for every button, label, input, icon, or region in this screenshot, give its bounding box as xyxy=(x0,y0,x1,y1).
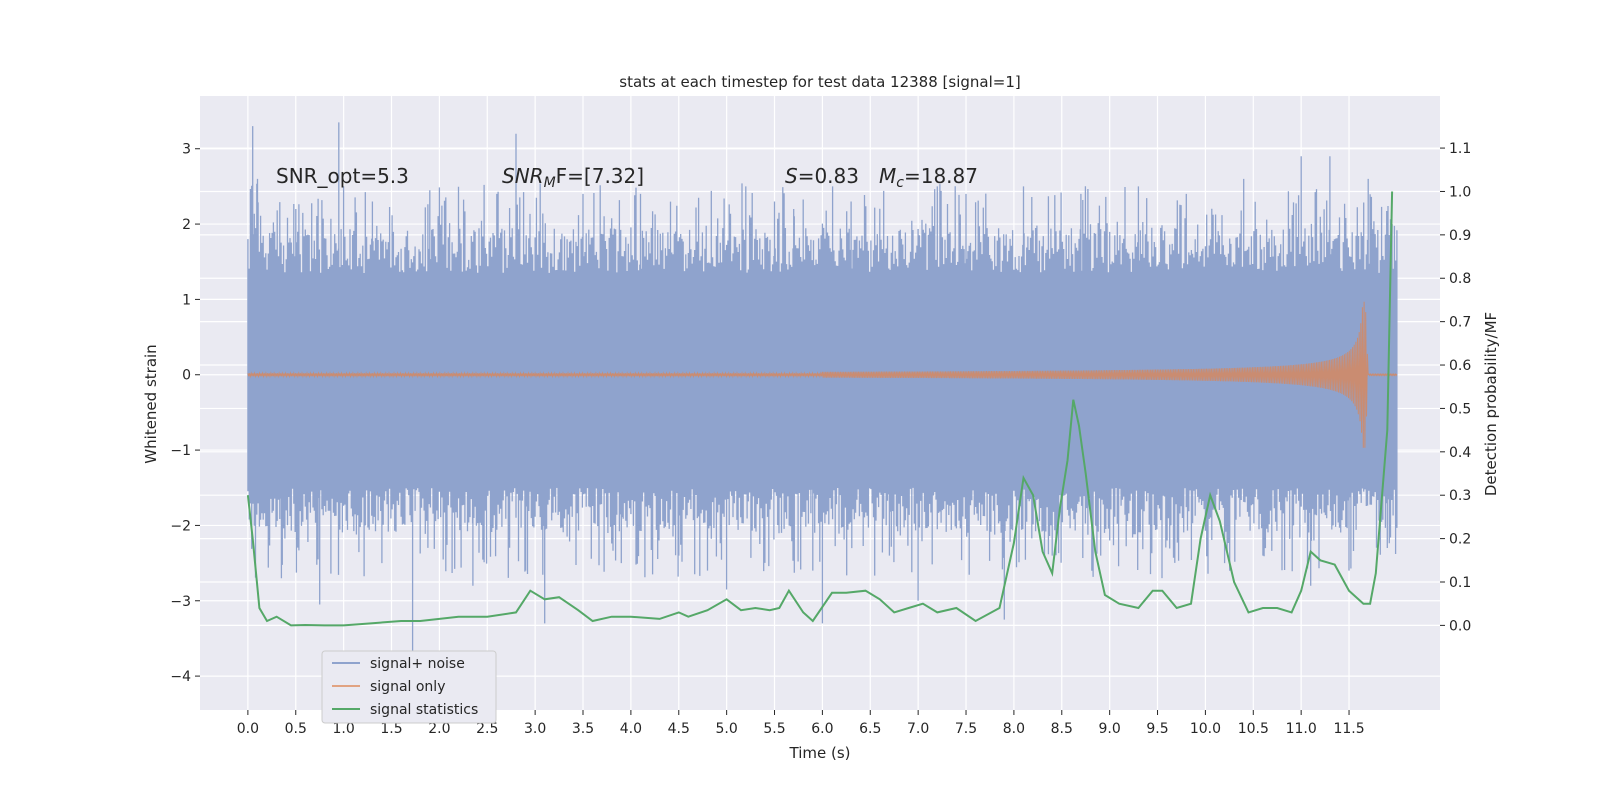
annotation-mc-symbol: M xyxy=(879,164,896,188)
annotation-snr-mf-prefix: SNR xyxy=(502,164,544,188)
x-tick-label: 5.0 xyxy=(716,721,738,737)
x-tick-label: 7.0 xyxy=(907,721,929,737)
annotation-snr-opt: SNR_opt=5.3 xyxy=(276,164,409,188)
annotation-snr-mf: SNRMF=[7.32] xyxy=(502,164,644,191)
axis-ticks: 0.0 0.5 1.0 1.5 2.0 2.5 3.0 3.5 4.0 4.5 5.0 5.5 6.0 6… xyxy=(170,141,1471,737)
annotation-s-value: =0.83 xyxy=(798,164,859,188)
x-tick-label: 9.5 xyxy=(1146,721,1168,737)
annotation-mc: Mc=18.87 xyxy=(879,164,978,191)
y-left-tick-label: 3 xyxy=(182,142,191,158)
x-tick-label: 0.5 xyxy=(285,721,307,737)
x-tick-label: 9.0 xyxy=(1099,721,1121,737)
x-tick-label: 0.0 xyxy=(237,721,259,737)
annotations: SNR_opt=5.3 SNRMF=[7.32] S=0.83 Mc=18.87 xyxy=(276,164,978,191)
signal-trace xyxy=(247,301,1398,448)
legend-label-signal-noise: signal+ noise xyxy=(370,656,465,672)
x-tick-label: 7.5 xyxy=(955,721,977,737)
y-right-tick-label: 1.0 xyxy=(1449,184,1471,200)
y-left-tick-label: −4 xyxy=(170,669,191,685)
series-signal-only xyxy=(247,301,1398,448)
legend-label-signal-statistics: signal statistics xyxy=(370,702,478,718)
x-tick-label: 2.5 xyxy=(476,721,498,737)
x-tick-label: 1.5 xyxy=(380,721,402,737)
x-tick-label: 4.0 xyxy=(620,721,642,737)
annotation-mc-sub: c xyxy=(896,175,904,191)
y-left-tick-label: −3 xyxy=(170,594,191,610)
x-tick-label: 8.0 xyxy=(1003,721,1025,737)
statistics-line xyxy=(246,191,1394,627)
x-tick-label: 1.0 xyxy=(332,721,354,737)
legend-box xyxy=(321,650,497,724)
x-tick-label: 3.5 xyxy=(572,721,594,737)
y-right-tick-label: 0.3 xyxy=(1449,488,1471,504)
y-axis-label-right: Detection probability/MF xyxy=(1482,312,1500,496)
x-tick-label: 2.0 xyxy=(428,721,450,737)
series-signal-statistics xyxy=(246,191,1394,627)
x-tick-label: 6.0 xyxy=(811,721,833,737)
y-right-tick-label: 0.6 xyxy=(1449,358,1471,374)
y-left-tick-label: 0 xyxy=(182,368,191,384)
y-right-tick-label: 0.8 xyxy=(1449,271,1471,287)
annotation-s-symbol: S xyxy=(785,164,798,188)
legend-label-signal-only: signal only xyxy=(370,679,445,695)
y-left-tick-label: 1 xyxy=(182,292,191,308)
y-right-tick-label: 0.5 xyxy=(1449,401,1471,417)
x-tick-label: 10.5 xyxy=(1238,721,1269,737)
x-tick-label: 11.5 xyxy=(1333,721,1364,737)
x-tick-label: 11.0 xyxy=(1286,721,1317,737)
legend: signal+ noise signal only signal statist… xyxy=(321,650,497,724)
x-tick-label: 8.5 xyxy=(1051,721,1073,737)
annotation-snr-mf-sub: M xyxy=(544,175,556,191)
x-tick-label: 6.5 xyxy=(859,721,881,737)
y-right-tick-label: 0.7 xyxy=(1449,315,1471,331)
x-tick-label: 3.0 xyxy=(524,721,546,737)
x-axis-label: Time (s) xyxy=(789,744,851,762)
annotation-snr-mf-value: F=[7.32] xyxy=(556,164,644,188)
chart-title: stats at each timestep for test data 123… xyxy=(619,73,1020,91)
y-right-tick-label: 0.9 xyxy=(1449,228,1471,244)
y-axis-label-left: Whitened strain xyxy=(142,344,160,463)
x-tick-label: 4.5 xyxy=(668,721,690,737)
y-left-tick-label: −1 xyxy=(170,443,191,459)
y-right-tick-label: 0.4 xyxy=(1449,445,1471,461)
annotation-mc-value: =18.87 xyxy=(904,164,978,188)
y-left-tick-label: −2 xyxy=(170,518,191,534)
annotation-s: S=0.83 xyxy=(785,164,859,188)
y-right-tick-label: 0.2 xyxy=(1449,532,1471,548)
y-right-tick-label: 1.1 xyxy=(1449,141,1471,157)
x-tick-label: 10.0 xyxy=(1190,721,1221,737)
y-right-tick-label: 0.1 xyxy=(1449,575,1471,591)
x-tick-label: 5.5 xyxy=(763,721,785,737)
y-right-tick-label: 0.0 xyxy=(1449,618,1471,634)
y-left-tick-label: 2 xyxy=(182,217,191,233)
